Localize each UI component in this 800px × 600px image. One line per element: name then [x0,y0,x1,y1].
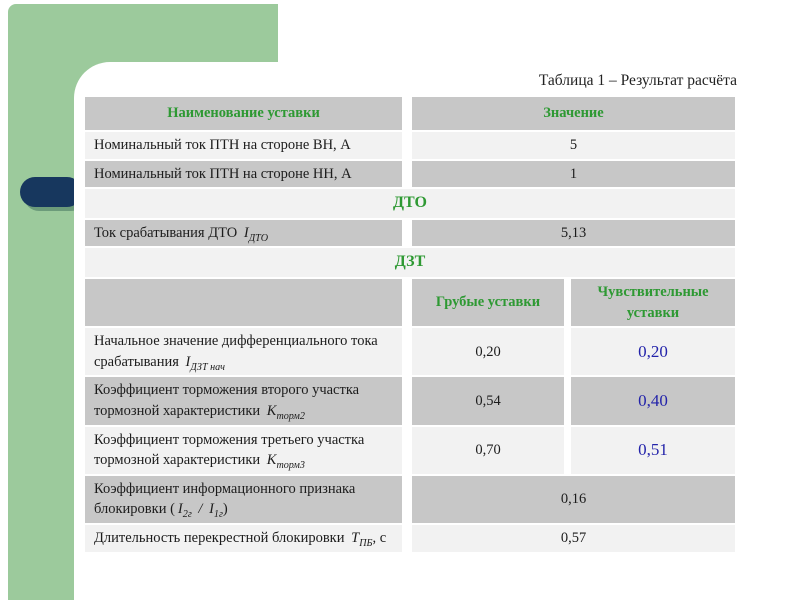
setting-name-cell: Коэффициент торможения третьего участка … [85,426,402,474]
table-row: Коэффициент информационного признака бло… [85,475,735,523]
navy-pill-decoration [20,177,82,207]
table-row: Начальное значение дифференциального ток… [85,328,735,376]
column-header-name: Наименование уставки [85,97,402,130]
table-row: Наименование уставки Значение [85,97,735,130]
setting-name-cell: Начальное значение дифференциального ток… [85,328,402,376]
setting-name-cell: Ток срабатывания ДТО IДТО [85,219,402,247]
setting-name-cell: Номинальный ток ПТН на стороне ВН, А [85,132,402,159]
table-row: Ток срабатывания ДТО IДТО 5,13 [85,219,735,247]
table-row: Номинальный ток ПТН на стороне ВН, А 5 [85,132,735,159]
table-caption: Таблица 1 – Результат расчёта [538,72,737,89]
column-header-coarse: Грубые уставки [412,279,564,327]
table-row: Коэффициент торможения второго участка т… [85,377,735,425]
setting-value-cell: 0,57 [412,524,735,552]
settings-table: Наименование уставки Значение Номинальный … [85,97,735,554]
table-row: Коэффициент торможения третьего участка … [85,426,735,474]
setting-value-cell: 5,13 [412,219,735,247]
sensitive-value-cell: 0,20 [571,328,735,376]
table-row: Грубые уставки Чувствительные уставки [85,279,735,327]
column-header-empty [85,279,402,327]
sensitive-value-cell: 0,51 [571,426,735,474]
setting-name-cell: Коэффициент информационного признака бло… [85,475,402,523]
coarse-value-cell: 0,70 [412,426,564,474]
setting-name-cell: Номинальный ток ПТН на стороне НН, А [85,160,402,188]
setting-value-cell: 0,16 [412,475,735,523]
column-header-sensitive: Чувствительные уставки [571,279,735,327]
table-row: ДТО [85,189,735,218]
setting-value-cell: 1 [412,160,735,188]
section-header: ДЗТ [85,248,735,278]
column-header-value: Значение [412,97,735,130]
setting-name-cell: Длительность перекрестной блокировки TПБ… [85,524,402,552]
setting-name-cell: Коэффициент торможения второго участка т… [85,377,402,425]
section-header: ДТО [85,189,735,218]
table-row: Длительность перекрестной блокировки TПБ… [85,524,735,552]
table-row: ДЗТ [85,248,735,278]
coarse-value-cell: 0,54 [412,377,564,425]
table-row: Номинальный ток ПТН на стороне НН, А 1 [85,160,735,188]
sensitive-value-cell: 0,40 [571,377,735,425]
coarse-value-cell: 0,20 [412,328,564,376]
setting-value-cell: 5 [412,132,735,159]
